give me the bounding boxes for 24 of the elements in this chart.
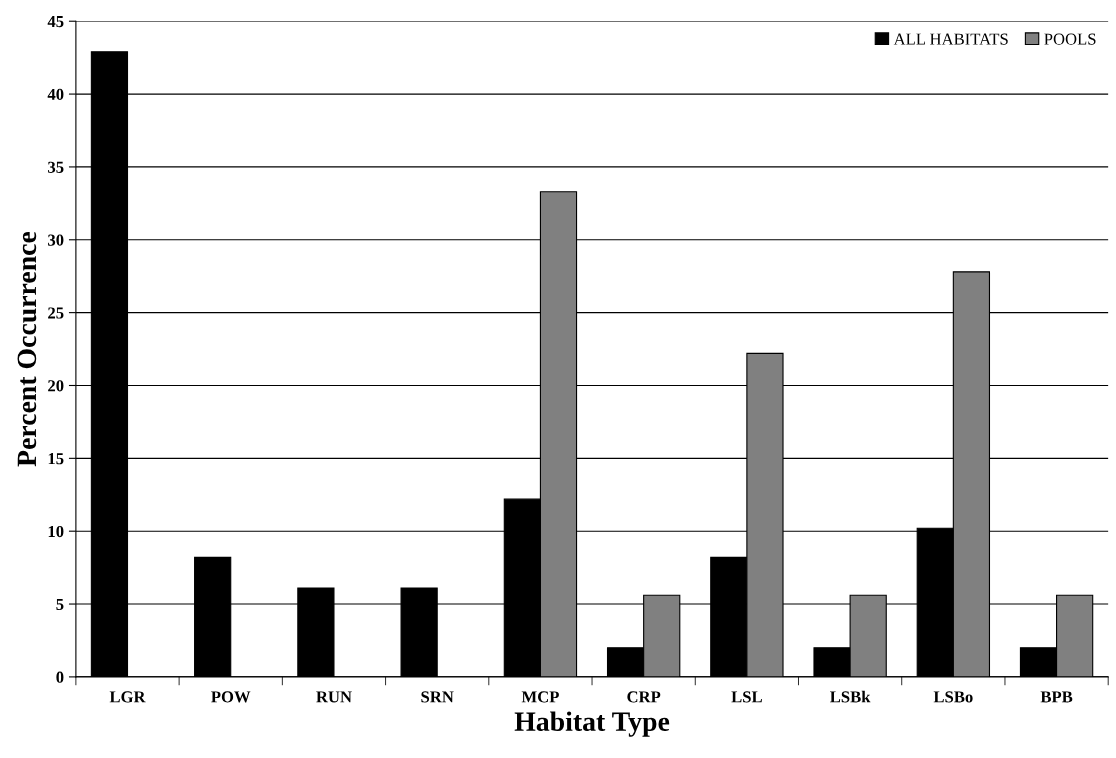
x-tick-label: RUN	[316, 691, 352, 703]
x-tick-label: LSBo	[933, 691, 973, 703]
x-tick-label: SRN	[421, 691, 454, 703]
x-tick-label: MCP	[521, 691, 559, 703]
y-tick-label: 0	[56, 671, 64, 683]
y-tick-label: 20	[48, 380, 64, 392]
x-tick-label: POW	[211, 691, 251, 703]
legend-label: POOLS	[1044, 33, 1096, 45]
legend-label: ALL HABITATS	[893, 33, 1008, 45]
x-tick-label: LSL	[731, 691, 762, 703]
x-tick-label: LGR	[109, 691, 146, 703]
y-tick-label: 40	[47, 88, 64, 101]
y-tick-label: 15	[48, 453, 64, 465]
x-axis-title: Habitat Type	[514, 711, 670, 737]
x-tick-label: BPB	[1040, 691, 1073, 703]
y-tick-label: 35	[48, 161, 64, 173]
x-tick-label: LSBk	[830, 690, 871, 703]
x-tick-label: CRP	[627, 691, 661, 703]
y-axis-title: Percent Occurrence	[17, 231, 37, 467]
y-tick-label: 5	[56, 598, 64, 610]
y-tick-label: 10	[48, 525, 64, 538]
y-tick-label: 30	[48, 234, 64, 246]
y-tick-label: 45	[47, 16, 64, 28]
y-tick-label: 25	[48, 307, 64, 319]
